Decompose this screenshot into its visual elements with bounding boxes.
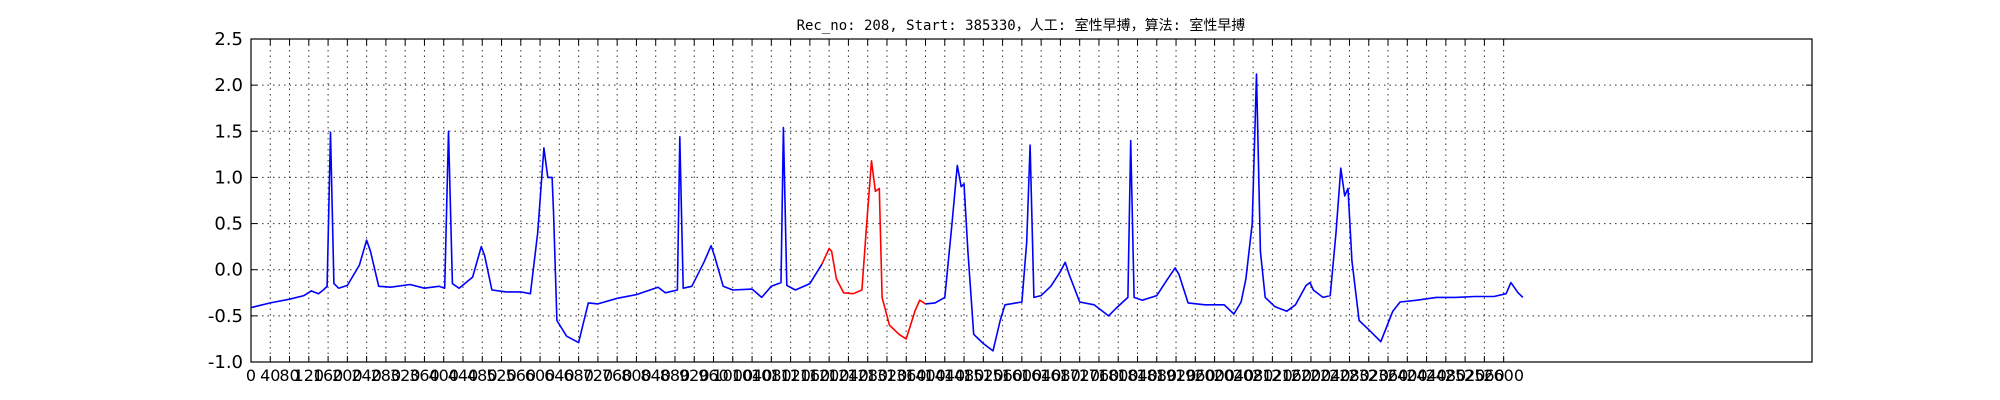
x-tick-label: 2560 [1464,366,1505,385]
x-tick-label: 400 [428,366,459,385]
y-tick-label: 0.0 [214,260,243,281]
x-tick-label: 320 [390,366,421,385]
series-line-1 [821,160,926,340]
x-axis: 0 408012016020024028032036040044048052056… [246,39,1524,385]
x-tick-label: 2360 [1368,366,1409,385]
x-tick-label: 2240 [1310,366,1351,385]
x-tick-label: 1600 [1002,366,1043,385]
chart-title: Rec_no: 208, Start: 385330，人工: 室性早搏，算法: … [797,17,1246,34]
x-tick-label: 1200 [809,366,850,385]
y-tick-label: -1.0 [208,352,243,373]
x-tick-label: 840 [640,366,671,385]
x-tick-label: 600 [525,366,556,385]
x-tick-label: 1800 [1098,366,1139,385]
x-tick-label: 0 [246,366,256,385]
x-tick-label: 1560 [982,366,1023,385]
x-tick-label: 2520 [1445,366,1486,385]
y-tick-label: 0.5 [214,214,243,235]
x-tick-label: 560 [506,366,537,385]
x-tick-label: 1040 [732,366,773,385]
x-tick-label: 1360 [886,366,927,385]
x-tick-label: 1000 [712,366,753,385]
x-tick-label: 360 [409,366,440,385]
x-tick-label: 120 [294,366,325,385]
x-tick-label: 960 [698,366,729,385]
x-tick-label: 1960 [1175,366,1216,385]
y-tick-label: 2.5 [214,29,243,50]
x-tick-label: 40 [260,366,280,385]
x-tick-label: 1640 [1021,366,1062,385]
x-tick-label: 2400 [1387,366,1428,385]
x-tick-label: 80 [279,366,299,385]
y-axis: -1.0 -0.5 0.0 0.5 1.0 1.5 2.0 2.5 [208,29,1812,373]
x-tick-label: 1480 [944,366,985,385]
x-tick-label: 240 [351,366,382,385]
x-tick-label: 440 [448,366,479,385]
x-tick-label: 160 [313,366,344,385]
x-tick-label: 2120 [1252,366,1293,385]
y-tick-label: -0.5 [208,306,243,327]
x-tick-label: 1880 [1136,366,1177,385]
x-tick-label: 1520 [963,366,1004,385]
y-tick-label: 2.0 [214,75,243,96]
x-tick-label: 2040 [1213,366,1254,385]
x-tick-label: 2280 [1329,366,1370,385]
x-tick-label: 2000 [1194,366,1235,385]
x-tick-label: 1920 [1156,366,1197,385]
y-tick-label: 1.5 [214,121,243,142]
x-tick-label: 2320 [1348,366,1389,385]
x-tick-label: 1280 [847,366,888,385]
x-tick-label: 1840 [1117,366,1158,385]
x-tick-label: 680 [563,366,594,385]
series-lines [250,73,1524,352]
y-tick-label: 1.0 [214,167,243,188]
x-tick-label: 1240 [828,366,869,385]
x-tick-label: 1080 [751,366,792,385]
series-line-2 [925,73,1524,352]
plot-area [250,38,1813,363]
x-tick-label: 1160 [790,366,831,385]
x-tick-label: 640 [544,366,575,385]
x-tick-label: 800 [621,366,652,385]
x-tick-label: 1760 [1079,366,1120,385]
series-line-0 [250,126,823,344]
x-tick-label: 1720 [1059,366,1100,385]
x-tick-label: 2200 [1291,366,1332,385]
x-tick-label: 280 [371,366,402,385]
x-tick-label: 1320 [867,366,908,385]
x-tick-label: 480 [467,366,498,385]
x-tick-label: 1400 [905,366,946,385]
x-tick-label: 2480 [1425,366,1466,385]
x-tick-label: 1680 [1040,366,1081,385]
x-tick-label: 2160 [1271,366,1312,385]
x-tick-label: 1120 [770,366,811,385]
x-tick-label: 520 [486,366,517,385]
x-tick-label: 2600 [1483,366,1524,385]
x-tick-label: 720 [583,366,614,385]
x-tick-label: 2440 [1406,366,1447,385]
x-tick-label: 200 [332,366,363,385]
x-tick-label: 920 [679,366,710,385]
x-tick-label: 1440 [924,366,965,385]
x-tick-label: 880 [660,366,691,385]
x-tick-label: 760 [602,366,633,385]
x-tick-label: 2080 [1233,366,1274,385]
